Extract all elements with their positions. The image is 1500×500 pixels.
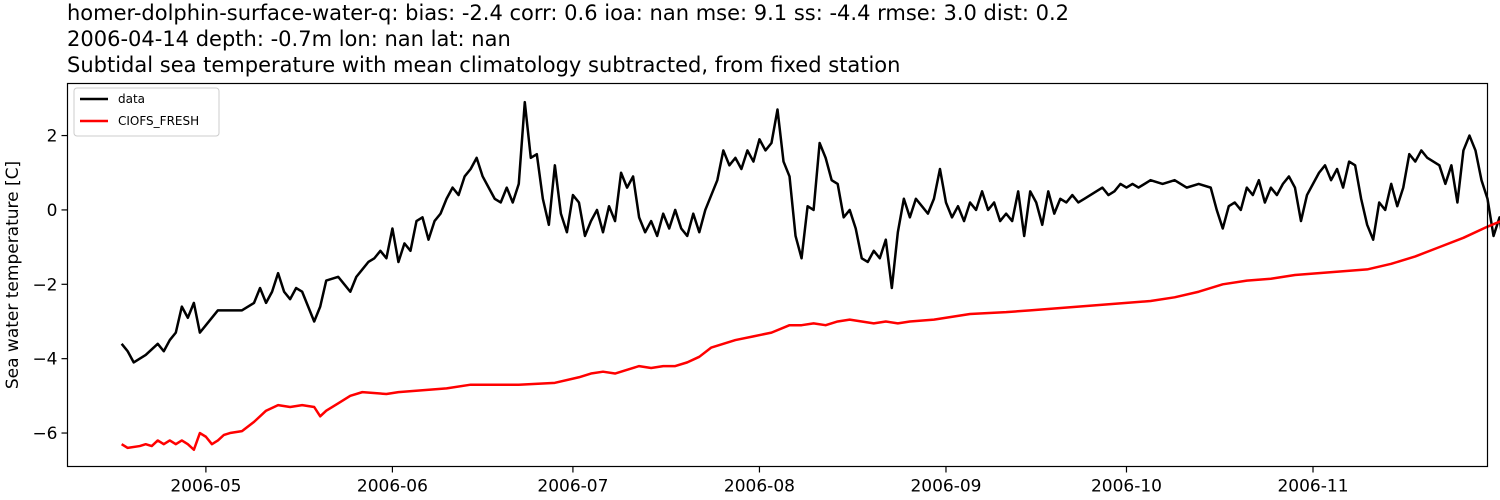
legend-box bbox=[73, 87, 220, 137]
chart-title: homer-dolphin-surface-water-q: bias: -2.… bbox=[67, 1, 1070, 25]
chart-subtitle-description: Subtidal sea temperature with mean clima… bbox=[67, 53, 901, 77]
legend-label-ciofs-fresh: CIOFS_FRESH bbox=[118, 114, 199, 128]
y-tick-label: −4 bbox=[32, 350, 57, 370]
x-axis: 2006-05 2006-06 2006-07 2006-08 2006-09 2006-… bbox=[170, 466, 1349, 497]
x-tick-label: 2006-07 bbox=[537, 477, 608, 497]
series-layer bbox=[120, 100, 1500, 452]
x-tick-label: 2006-06 bbox=[357, 477, 428, 497]
y-tick-label: 0 bbox=[47, 201, 58, 221]
x-tick-label: 2006-05 bbox=[170, 477, 241, 497]
y-axis: −6 −4 −2 0 2 bbox=[32, 127, 68, 444]
y-tick-label: −6 bbox=[32, 424, 57, 444]
axes-frame bbox=[66, 82, 1489, 468]
legend: data CIOFS_FRESH bbox=[73, 87, 220, 137]
series-line-ciofs-fresh bbox=[120, 220, 1500, 452]
y-axis-label: Sea water temperature [C] bbox=[3, 161, 23, 389]
x-tick-label: 2006-09 bbox=[910, 477, 981, 497]
x-tick-label: 2006-10 bbox=[1091, 477, 1162, 497]
x-tick-label: 2006-08 bbox=[724, 477, 795, 497]
legend-label-data: data bbox=[118, 92, 145, 106]
title-block: homer-dolphin-surface-water-q: bias: -2.… bbox=[67, 0, 1069, 78]
y-tick-label: −2 bbox=[32, 275, 57, 295]
y-tick-label: 2 bbox=[47, 127, 58, 147]
x-tick-label: 2006-11 bbox=[1277, 477, 1348, 497]
series-line-data bbox=[120, 100, 1500, 364]
chart-subtitle-date: 2006-04-14 depth: -0.7m lon: nan lat: na… bbox=[67, 27, 511, 51]
